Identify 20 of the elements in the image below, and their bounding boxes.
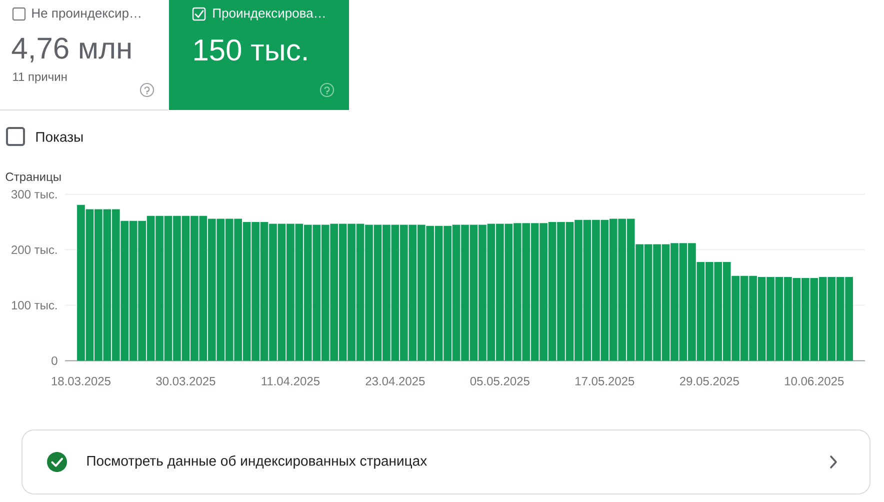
text: Показы (36, 132, 83, 142)
text: 150 тыс. (194, 39, 306, 61)
text: 11 причин (13, 72, 67, 84)
text: Проиндексирова… (213, 8, 325, 20)
text: 4,76 млн (12, 38, 131, 62)
y-tick-label: 100 тыс. (12, 300, 57, 310)
y-axis-title: Страницы (6, 172, 61, 184)
x-tick-label: 05.05.2025 (470, 376, 530, 386)
x-tick-label: 30.03.2025 (156, 376, 216, 386)
y-tick-label: 200 тыс. (12, 246, 57, 254)
x-tick-label: 29.05.2025 (680, 376, 739, 386)
y-tick-label: 300 тыс. (11, 190, 57, 199)
y-tick-label: 0 (52, 356, 58, 365)
x-tick-label: 10.06.2025 (785, 376, 844, 386)
text: Не проиндексир… (32, 8, 140, 20)
x-tick-label: 17.05.2025 (576, 376, 634, 386)
x-tick-label: 11.04.2025 (262, 376, 320, 386)
text: Посмотреть данные об индексированных страницах (87, 455, 427, 469)
x-tick-label: 18.03.2025 (52, 376, 110, 386)
x-tick-label: 23.04.2025 (366, 376, 425, 386)
